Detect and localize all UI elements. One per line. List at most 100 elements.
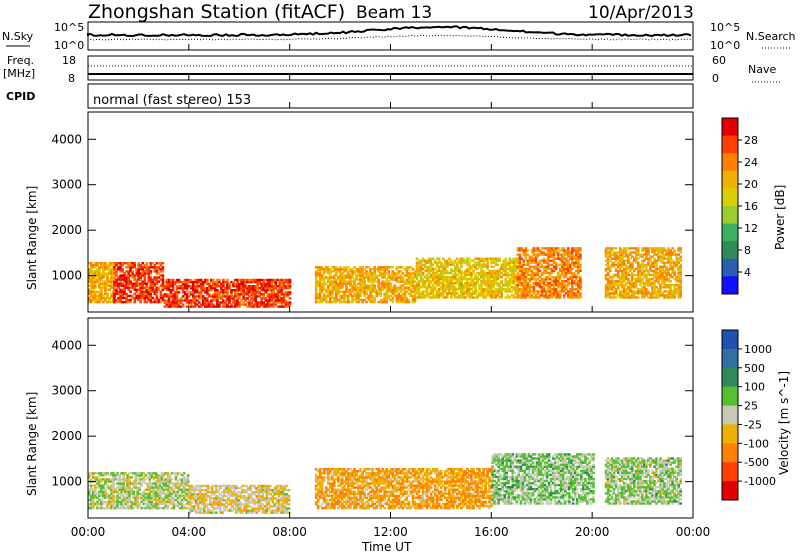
scatter-cell: [130, 488, 133, 491]
scatter-cell: [567, 261, 570, 264]
scatter-cell: [639, 267, 642, 271]
scatter-cell: [498, 292, 501, 295]
scatter-cell: [90, 264, 93, 267]
scatter-cell: [231, 499, 234, 502]
scatter-cell: [115, 268, 118, 271]
scatter-cell: [492, 261, 495, 264]
scatter-cell: [411, 294, 415, 298]
scatter-cell: [433, 286, 437, 289]
scatter-cell: [534, 259, 538, 262]
scatter-cell: [195, 299, 199, 302]
scatter-cell: [571, 249, 574, 252]
scatter-cell: [158, 498, 162, 502]
scatter-cell: [562, 257, 566, 260]
scatter-cell: [409, 282, 413, 285]
scatter-cell: [560, 249, 564, 252]
scatter-cell: [188, 488, 192, 492]
scatter-cell: [415, 271, 419, 275]
scatter-cell: [387, 286, 391, 289]
scatter-cell: [435, 275, 439, 279]
scatter-cell: [441, 277, 445, 281]
scatter-cell: [96, 268, 99, 271]
scatter-cell: [514, 269, 518, 273]
scatter-cell: [98, 494, 101, 497]
scatter-cell: [90, 472, 93, 475]
scatter-cell: [538, 269, 542, 273]
scatter-cell: [556, 282, 560, 285]
scatter-cell: [198, 511, 202, 514]
scatter-cell: [112, 494, 115, 497]
scatter-cell: [635, 249, 638, 252]
scatter-cell: [98, 290, 101, 293]
scatter-cell: [546, 286, 550, 289]
scatter-cell: [532, 265, 536, 268]
noise-panel: N.Sky 10^5 10^0 10^5 10^0 N.Search: [2, 21, 796, 52]
scatter-cell: [542, 247, 546, 250]
scatter-cell: [673, 269, 676, 273]
scatter-cell: [423, 280, 427, 283]
colorbar-swatch: [722, 276, 738, 295]
scatter-cell: [127, 266, 130, 269]
scatter-cell: [466, 280, 469, 283]
scatter-cell: [226, 293, 229, 296]
scatter-cell: [526, 263, 530, 266]
scatter-cell: [264, 285, 268, 288]
scatter-cell: [131, 272, 134, 275]
scatter-cell: [437, 265, 441, 268]
scatter-cell: [560, 261, 564, 264]
scatter-cell: [160, 506, 164, 510]
scatter-cell: [462, 259, 465, 262]
scatter-cell: [116, 494, 119, 497]
scatter-cell: [573, 296, 576, 299]
scatter-cell: [148, 474, 152, 477]
scatter-cell: [180, 482, 184, 485]
scatter-cell: [322, 272, 326, 275]
scatter-cell: [629, 294, 632, 297]
scatter-cell: [624, 271, 628, 275]
scatter-cell: [118, 500, 121, 504]
scatter-cell: [663, 255, 666, 258]
scatter-cell: [125, 296, 128, 300]
scatter-cell: [369, 278, 372, 281]
scatter-cell: [114, 504, 117, 508]
scatter-cell: [146, 482, 150, 485]
scatter-cell: [452, 263, 455, 266]
scatter-cell: [173, 299, 177, 302]
scatter-cell: [622, 271, 626, 275]
scatter-cell: [478, 263, 481, 266]
scatter-cell: [651, 255, 654, 258]
scatter-cell: [214, 297, 217, 300]
scatter-cell: [219, 503, 222, 506]
scatter-cell: [492, 275, 495, 279]
scatter-cell: [443, 267, 447, 271]
scatter-cell: [191, 291, 195, 294]
scatter-cell: [108, 272, 111, 275]
scatter-cell: [647, 261, 650, 264]
scatter-cell: [137, 264, 140, 267]
scatter-cell: [92, 276, 95, 279]
scatter-cell: [157, 272, 161, 275]
scatter-cell: [629, 251, 632, 254]
scatter-cell: [201, 287, 205, 290]
scatter-cell: [136, 492, 139, 495]
scatter-cell: [498, 286, 501, 289]
scatter-cell: [160, 476, 164, 479]
scatter-cell: [367, 288, 370, 291]
scatter-cell: [139, 272, 142, 275]
scatter-cell: [548, 251, 552, 254]
scatter-cell: [238, 289, 241, 292]
scatter-cell: [448, 292, 451, 295]
scatter-cell: [669, 255, 672, 258]
scatter-cell: [379, 286, 382, 289]
scatter-cell: [262, 280, 265, 284]
power-colorbar-label: Power [dB]: [773, 185, 787, 250]
scatter-cell: [395, 294, 399, 298]
scatter-cell: [653, 280, 656, 283]
scatter-cell: [175, 297, 179, 300]
scatter-cell: [363, 284, 366, 287]
scatter-cell: [610, 263, 614, 266]
scatter-cell: [369, 286, 372, 289]
scatter-cell: [610, 257, 614, 260]
scatter-cell: [112, 474, 115, 477]
